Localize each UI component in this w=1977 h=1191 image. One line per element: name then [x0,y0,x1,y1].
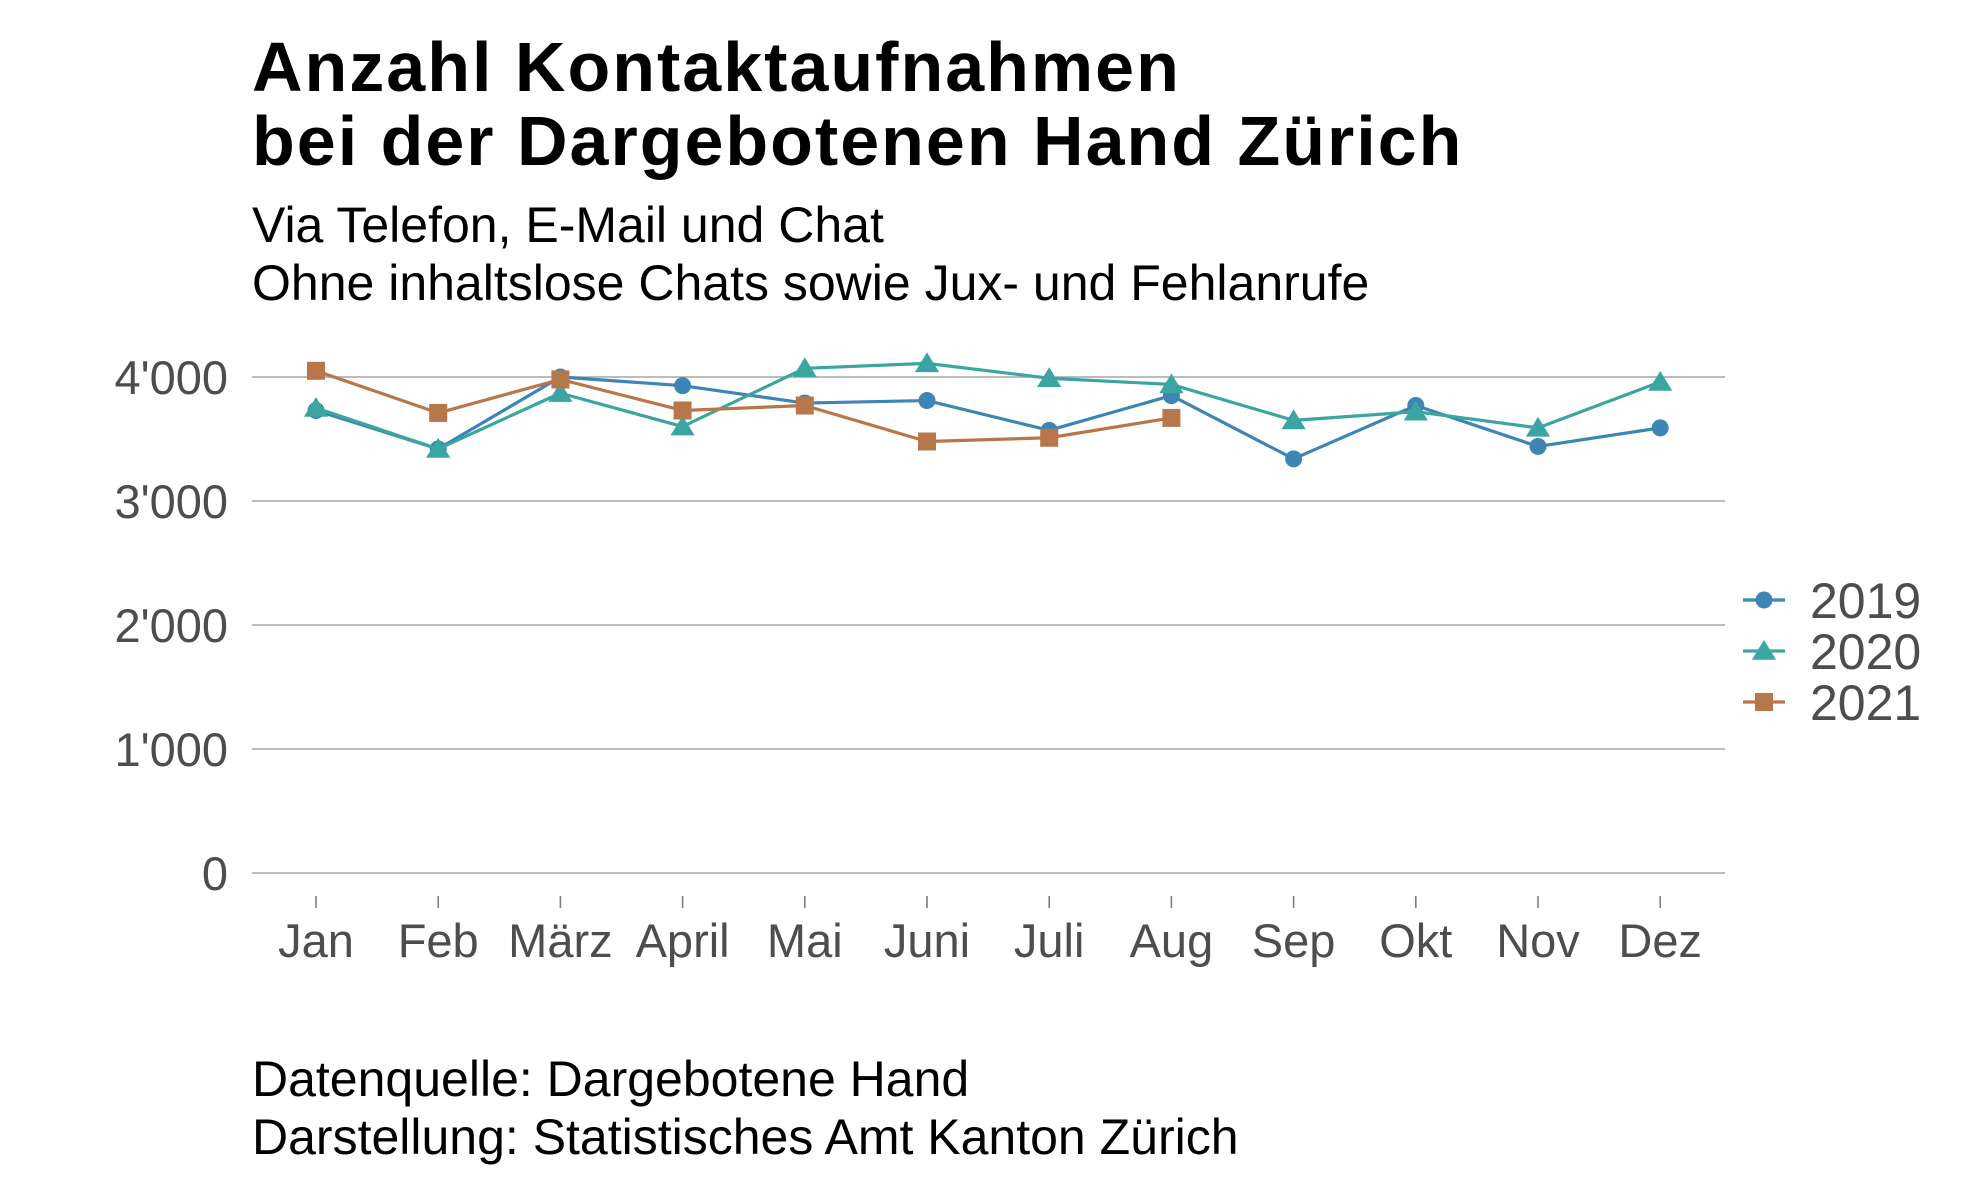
series-line-2019 [315,375,1661,461]
y-tick-label: 2'000 [114,599,228,652]
x-tick-label: Sep [1252,914,1336,967]
data-point [1285,450,1303,468]
data-point [1403,400,1428,421]
x-tick-label: Juli [1014,914,1085,967]
x-tick-label: März [508,914,612,967]
legend-item-2020: 2020 [1743,624,1921,680]
legend-key-marker [1755,693,1773,711]
chart-subtitle-line-2: Ohne inhaltslose Chats sowie Jux- und Fe… [252,255,1370,311]
data-point [1529,437,1547,455]
legend-label: 2019 [1810,573,1921,629]
data-point [1159,373,1184,394]
chart-title-line-1: Anzahl Kontaktaufnahmen [252,28,1181,106]
data-point [1648,370,1673,391]
legend-item-2021: 2021 [1743,675,1921,731]
legend-key-marker [1755,591,1773,609]
data-point [426,437,451,458]
chart-subtitle: Via Telefon, E-Mail und Chat Ohne inhalt… [252,196,1369,312]
series-2021 [307,361,1181,451]
x-tick-label: Juni [884,914,970,967]
series-line-2020 [315,361,1661,451]
source-line: Datenquelle: Dargebotene Hand [252,1051,970,1107]
data-point [429,403,448,422]
credit-line: Darstellung: Statistisches Amt Kanton Zü… [252,1109,1239,1165]
y-tick-label: 4'000 [114,351,228,404]
data-point [1037,367,1062,388]
chart-caption: Datenquelle: Dargebotene Hand Darstellun… [252,1050,1239,1166]
gridlines [252,376,1725,874]
series-lines [303,352,1673,468]
data-point [1281,409,1306,430]
chart-title: Anzahl Kontaktaufnahmen bei der Dargebot… [252,30,1463,178]
chart-title-line-2: bei der Dargebotenen Hand Zürich [252,102,1464,180]
series-2020 [303,352,1673,458]
data-point [1162,408,1181,427]
chart-subtitle-line-1: Via Telefon, E-Mail und Chat [252,197,884,253]
series-line-2021 [315,369,1172,444]
x-tick-label: Okt [1379,914,1452,967]
data-point [792,357,817,378]
y-tick-label: 0 [202,847,228,900]
data-point [303,397,329,417]
data-point [1040,428,1059,447]
axes: 0 1'000 2'000 3'000 4'000 Jan Feb März April Mai J… [114,351,1702,967]
data-point [1525,416,1551,437]
x-tick-label: Jan [278,914,354,967]
legend-label: 2020 [1810,624,1921,680]
data-point [914,352,940,373]
legend-label: 2021 [1810,675,1921,731]
data-point [918,392,936,410]
data-point [795,396,814,415]
legend-item-2019: 2019 [1743,573,1921,629]
y-tick-label: 1'000 [114,723,228,776]
data-point [674,377,692,395]
data-point [551,370,570,389]
x-tick-label: Nov [1496,914,1580,967]
data-point [673,401,692,420]
x-tick-label: Feb [398,914,479,967]
data-point [670,415,695,436]
x-tick-label: April [636,914,730,967]
x-tick-label: Dez [1618,914,1702,967]
x-tick-label: Mai [767,914,843,967]
legend-key-marker [1751,640,1777,660]
data-point [918,432,936,451]
data-point [307,361,325,380]
data-point [548,382,573,402]
y-tick-label: 3'000 [114,475,228,528]
data-point [1651,419,1669,437]
x-tick-label: Aug [1130,914,1214,967]
